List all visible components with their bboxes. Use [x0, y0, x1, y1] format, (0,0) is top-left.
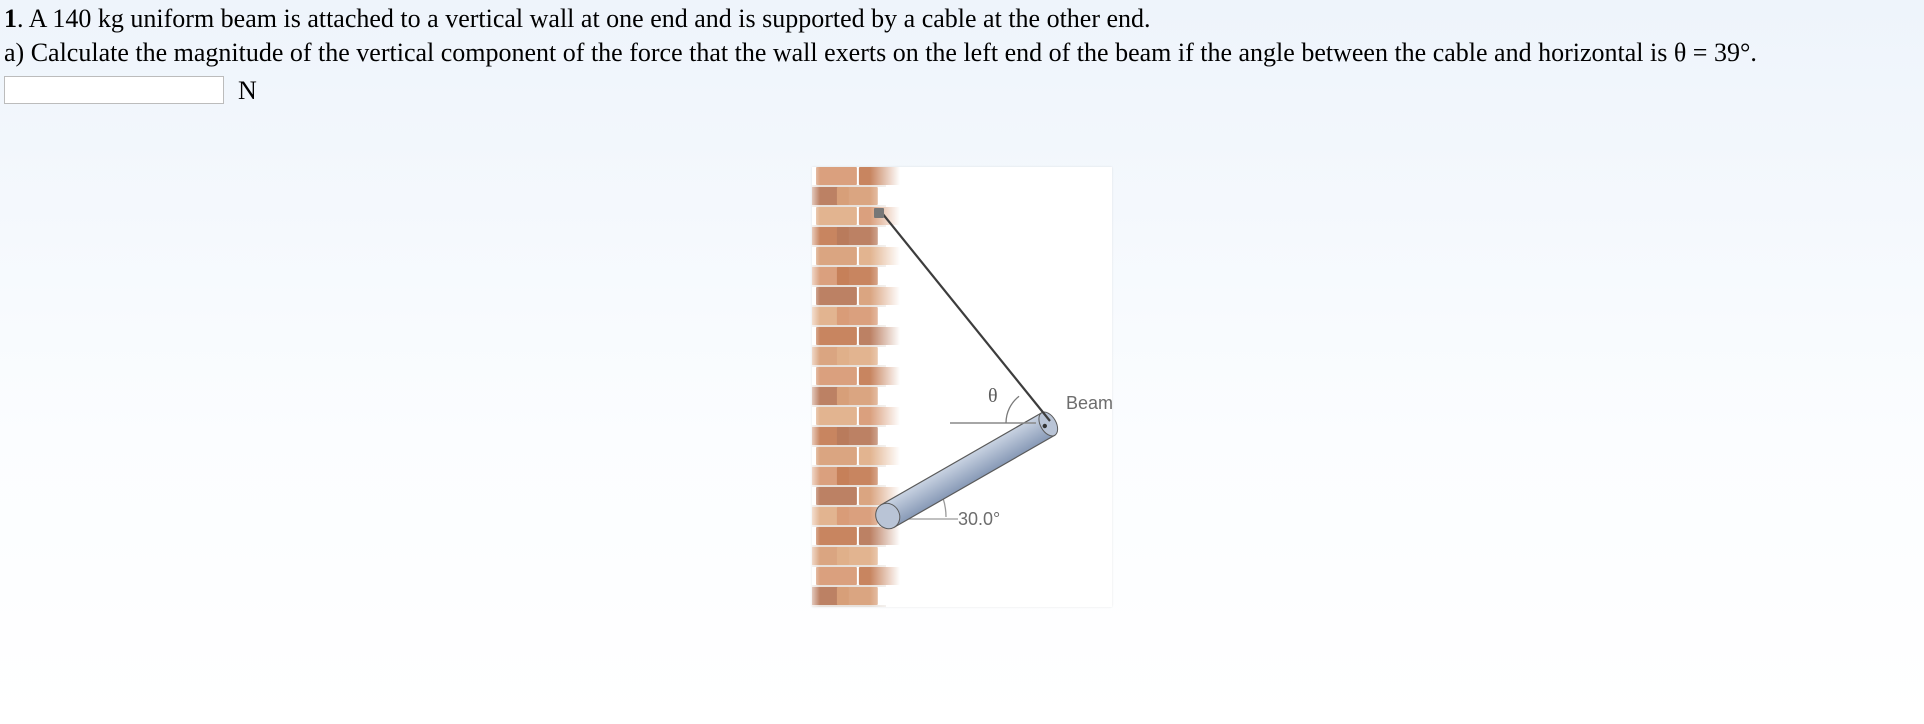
problem-number: 1	[4, 4, 17, 33]
answer-row: N	[4, 74, 1920, 108]
problem-statement-line1: 1. A 140 kg uniform beam is attached to …	[4, 2, 1920, 36]
answer-unit: N	[238, 74, 257, 108]
figure: 30.0° θ Beam	[812, 167, 1112, 607]
figure-svg: 30.0° θ Beam	[812, 167, 1112, 607]
svg-text:Beam: Beam	[1066, 393, 1112, 413]
svg-text:θ: θ	[988, 385, 998, 407]
problem-statement-part-a: a) Calculate the magnitude of the vertic…	[4, 36, 1920, 70]
svg-text:30.0°: 30.0°	[958, 509, 1000, 529]
answer-input[interactable]	[4, 76, 224, 104]
problem-text-2: a) Calculate the magnitude of the vertic…	[4, 38, 1757, 67]
problem-text-1: . A 140 kg uniform beam is attached to a…	[17, 4, 1151, 33]
